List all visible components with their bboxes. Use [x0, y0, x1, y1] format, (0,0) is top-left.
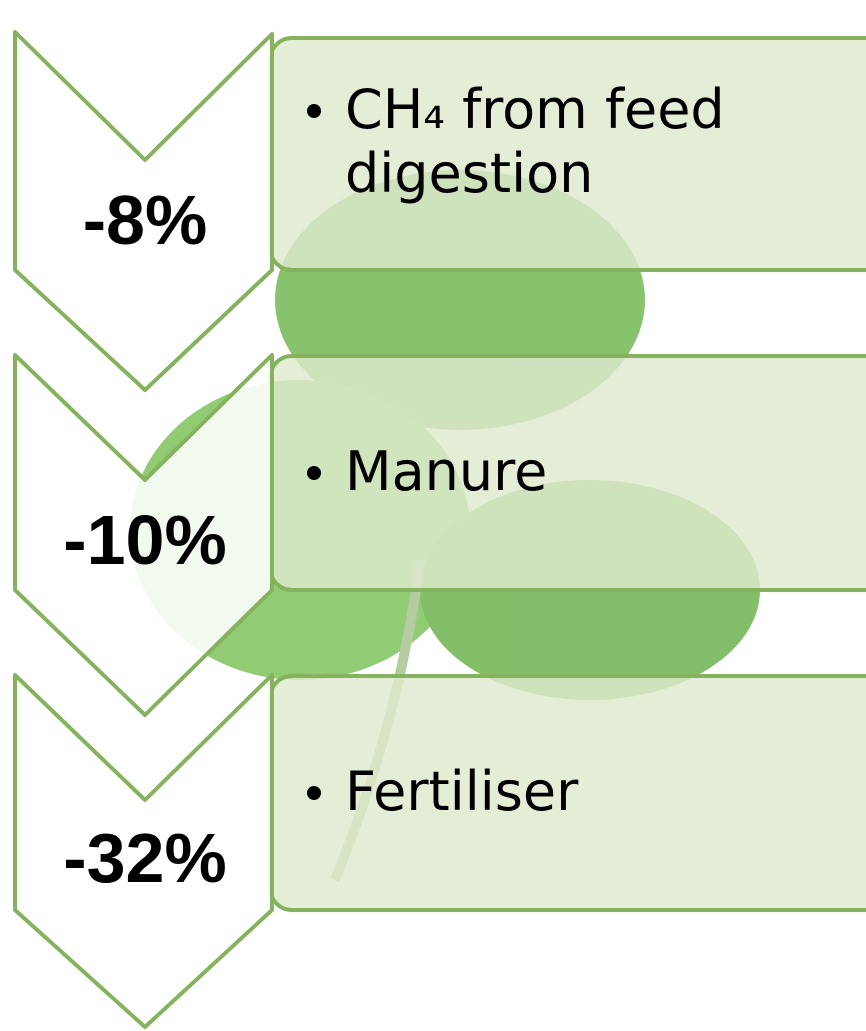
value: -32% [15, 818, 275, 898]
item-text: Fertiliser [305, 760, 860, 824]
item-text: CH₄ from feed digestion [305, 78, 860, 206]
page: -8% -10% -32% CH₄ from feed digestion Ma… [0, 0, 866, 1031]
value: -10% [15, 500, 275, 580]
item-text: Manure [305, 440, 860, 504]
value: -8% [15, 180, 275, 260]
